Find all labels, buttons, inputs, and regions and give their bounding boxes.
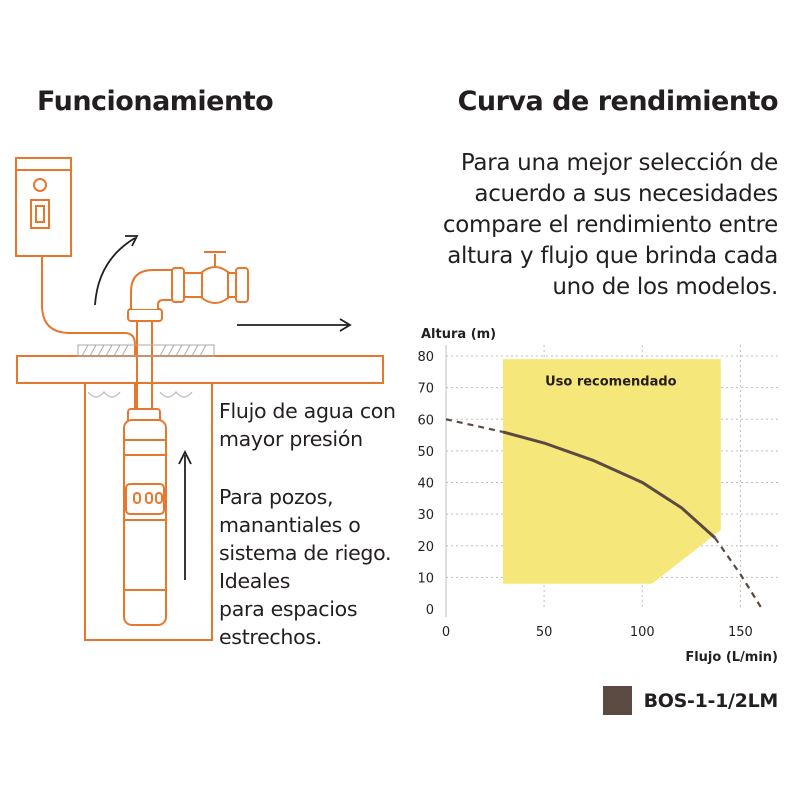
y-axis-label: Altura (m): [421, 327, 496, 342]
series-line-dashed-end: [713, 537, 763, 610]
performance-chart: Uso recomendado 0 10 20 30 40 50 60 70 80 0 50 100 1…: [417, 327, 780, 665]
valve-icon: [171, 251, 249, 304]
pump-diagram: [15, 157, 384, 641]
series-line-solid: [502, 430, 716, 539]
series-line-dashed-start: [445, 418, 504, 433]
flow-arrow-icon: [94, 235, 352, 580]
y-tick-label: 70: [417, 382, 434, 397]
section-title-curva: Curva de rendimiento: [457, 86, 779, 117]
intro-text: Para una mejor selección de acuerdo a su…: [442, 150, 778, 300]
pump-icon: [123, 408, 167, 626]
y-tick-label: 0: [426, 603, 434, 618]
y-tick-label: 10: [417, 571, 434, 586]
x-axis-label: Flujo (L/min): [685, 650, 778, 665]
y-tick-label: 20: [417, 540, 434, 555]
x-tick-label: 150: [728, 625, 753, 640]
recommended-zone-label: Uso recomendado: [545, 374, 677, 389]
y-tick-label: 40: [417, 477, 434, 492]
y-tick-label: 30: [417, 508, 434, 523]
section-title-funcionamiento: Funcionamiento: [37, 86, 274, 117]
control-box-icon: [15, 157, 72, 257]
recommended-zone: [502, 359, 721, 584]
x-tick-label: 100: [630, 625, 655, 640]
legend-label: BOS-1-1/2LM: [643, 689, 779, 712]
feature-pressure: Flujo de agua con mayor presión: [219, 399, 396, 451]
y-tick-label: 50: [417, 445, 434, 460]
feature-uses: Para pozos, manantiales o sistema de rie…: [219, 485, 392, 649]
legend: BOS-1-1/2LM: [602, 686, 779, 715]
x-tick-label: 50: [536, 625, 553, 640]
y-tick-label: 60: [417, 413, 434, 428]
y-tick-label: 80: [417, 350, 434, 365]
x-tick-label: 0: [442, 625, 450, 640]
legend-swatch: [602, 686, 632, 715]
